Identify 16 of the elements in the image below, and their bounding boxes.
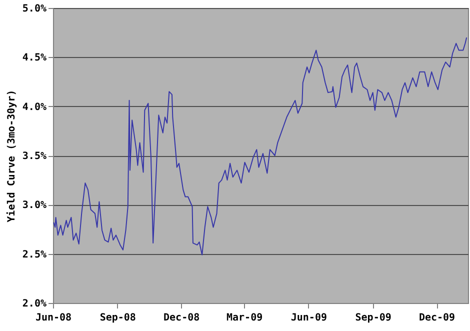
x-tick-label: Sep-08 bbox=[100, 312, 136, 324]
y-tick-label: 3.5% bbox=[22, 151, 46, 162]
y-tick-label: 5.0% bbox=[22, 4, 46, 14]
x-tick-label: Jun-08 bbox=[35, 312, 72, 324]
y-axis-title: Yield Curve (3mo-30yr) bbox=[5, 90, 18, 222]
line-series bbox=[53, 37, 468, 256]
y-tick-label: 4.0% bbox=[22, 102, 46, 113]
x-tick-label: Mar-09 bbox=[226, 312, 263, 324]
x-tick-label: Sep-09 bbox=[355, 312, 392, 324]
x-tick-label: Jun-09 bbox=[290, 312, 327, 324]
x-tick-label: Dec-09 bbox=[418, 312, 456, 324]
x-tick-label: Dec-08 bbox=[164, 312, 200, 324]
y-tick-label: 3.0% bbox=[22, 200, 46, 212]
y-tick-label: 2.0% bbox=[22, 298, 46, 310]
y-tick-label: 4.5% bbox=[22, 52, 46, 64]
y-tick-label: 2.5% bbox=[22, 249, 46, 260]
